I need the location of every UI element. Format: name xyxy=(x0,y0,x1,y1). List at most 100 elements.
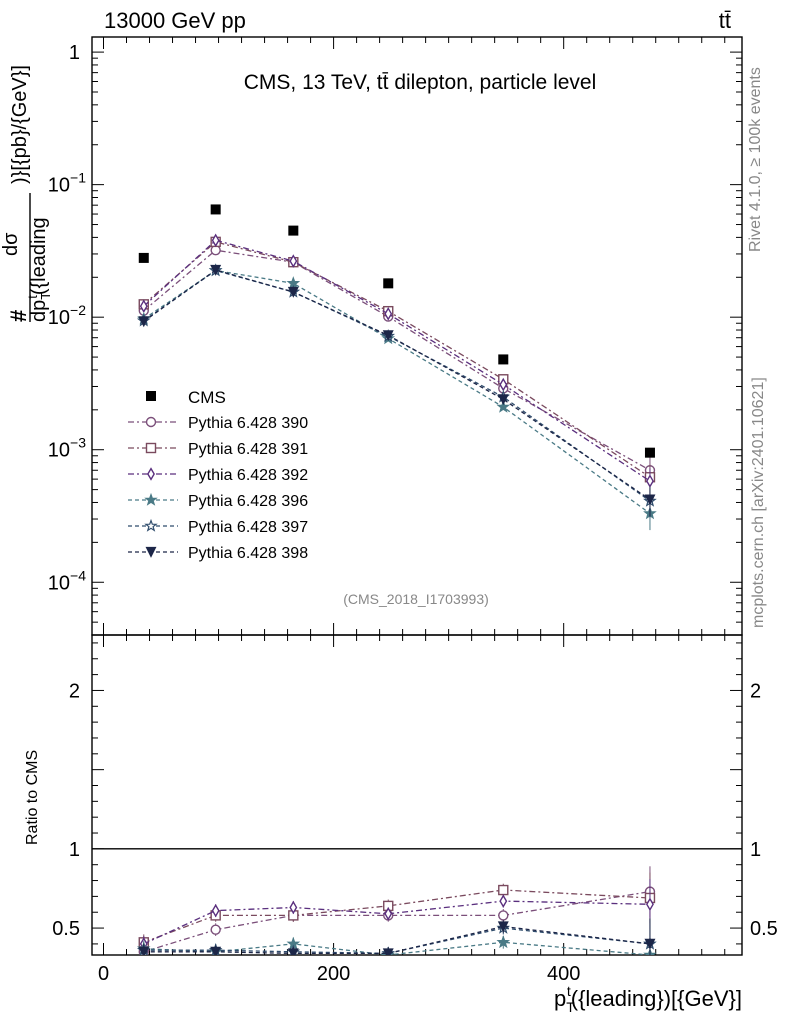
series-point xyxy=(646,474,654,488)
ratio-point xyxy=(499,894,508,908)
series-point xyxy=(496,399,511,413)
ratio-point xyxy=(211,903,220,918)
ratio-line xyxy=(143,890,651,953)
ylabel-denominator: dpTt({leading xyxy=(25,217,53,322)
xlabel-rest: ({leading})[{GeV}] xyxy=(571,986,742,1011)
marker-shape xyxy=(644,494,656,506)
legend-marker xyxy=(147,467,155,481)
legend-marker xyxy=(145,416,157,428)
legend-entry-6: Pythia 6.428 398 xyxy=(128,545,308,562)
legend-label-cms: CMS xyxy=(188,388,226,407)
x-tick-label: 0 xyxy=(98,963,109,985)
marker-shape xyxy=(210,264,222,276)
ylabel-sub: T xyxy=(38,292,53,300)
marker-shape xyxy=(384,307,393,321)
ratio-point xyxy=(210,946,222,955)
series-point xyxy=(287,286,299,298)
marker-shape xyxy=(210,204,221,215)
marker-shape xyxy=(497,394,509,406)
ratio-point xyxy=(289,900,298,915)
marker-shape xyxy=(138,946,150,955)
ylabel-dp: dp xyxy=(28,300,50,322)
legend-marker xyxy=(144,492,158,506)
xlabel-sup: t xyxy=(567,983,571,999)
series-line xyxy=(143,239,651,482)
series-3 xyxy=(139,233,654,498)
marker-shape xyxy=(210,924,221,935)
legend-entry-2: Pythia 6.428 391 xyxy=(128,441,308,458)
legend-label: Pythia 6.428 392 xyxy=(188,467,308,484)
ylabel-numerator: dσ xyxy=(0,232,22,256)
ratio-point xyxy=(384,907,393,921)
marker-shape xyxy=(145,546,157,558)
analysis-tag: (CMS_2018_I1703993) xyxy=(343,591,489,607)
series-point xyxy=(497,394,509,406)
marker-shape xyxy=(646,474,654,488)
y-tick-label: 10−2 xyxy=(48,302,86,329)
cms-point xyxy=(383,278,394,289)
legend-entry-4: Pythia 6.428 396 xyxy=(128,492,308,510)
marker-shape xyxy=(138,316,150,328)
ratio-point xyxy=(498,884,509,896)
ratio-series-6 xyxy=(138,918,656,955)
ratio-tick-label: 2 xyxy=(69,680,80,702)
series-point xyxy=(382,330,394,342)
y-tick-label: 1 xyxy=(69,42,80,64)
y-tick-label: 10−3 xyxy=(48,435,86,462)
cms-point xyxy=(138,252,149,263)
ylabel-unit: )}[{pb}/{GeV}] xyxy=(9,65,31,184)
marker-shape xyxy=(210,946,222,955)
cms-data xyxy=(138,204,655,458)
x-tick-label: 200 xyxy=(317,963,350,985)
legend-label: Pythia 6.428 391 xyxy=(188,441,308,458)
ratio-tick-label-right: 2 xyxy=(750,680,761,702)
ratio-point xyxy=(138,946,150,955)
xlabel-p: p xyxy=(554,986,566,1011)
ratio-line xyxy=(143,927,651,955)
series-line xyxy=(143,269,651,501)
legend: CMS Pythia 6.428 390 Pythia 6.428 391 Pythi… xyxy=(128,388,308,562)
series-line xyxy=(143,241,651,478)
ylabel-rest: ({leading xyxy=(28,217,50,295)
marker-shape xyxy=(646,897,654,912)
marker-shape xyxy=(145,442,157,454)
xlabel-sub: T xyxy=(566,999,575,1015)
legend-marker xyxy=(145,442,157,454)
ratio-point xyxy=(287,948,299,955)
series-layer xyxy=(136,204,657,955)
ylabel-hash: # xyxy=(6,310,31,322)
ratio-point xyxy=(646,897,654,912)
ratio-point xyxy=(382,948,394,955)
series-point xyxy=(289,254,298,268)
marker-shape xyxy=(146,391,156,401)
y-tick-label: 10−4 xyxy=(48,567,86,594)
marker-shape xyxy=(382,948,394,955)
ratio-plot-frame xyxy=(91,634,743,956)
ratio-point xyxy=(644,938,656,950)
marker-shape xyxy=(287,286,299,298)
y-axis-label: # dσ dpTt({leading )}[{pb}/{GeV}] xyxy=(0,65,53,322)
marker-shape xyxy=(496,935,511,949)
legend-entry-1: Pythia 6.428 390 xyxy=(128,415,308,432)
series-point xyxy=(210,264,222,276)
legend-label: Pythia 6.428 397 xyxy=(188,519,308,536)
marker-shape xyxy=(644,938,656,950)
legend-entry-5: Pythia 6.428 397 xyxy=(128,518,308,536)
x-tick-label: 400 xyxy=(547,963,580,985)
series-point xyxy=(139,299,148,313)
legend-label: Pythia 6.428 390 xyxy=(188,415,308,432)
series-6 xyxy=(138,264,656,517)
marker-shape xyxy=(382,330,394,342)
mcplots-label: mcplots.cern.ch [arXiv:2401.10621] xyxy=(750,377,767,628)
legend-label: Pythia 6.428 396 xyxy=(188,493,308,510)
marker-shape xyxy=(139,299,148,313)
marker-shape xyxy=(289,254,298,268)
marker-shape xyxy=(498,354,509,365)
marker-shape xyxy=(211,903,220,918)
marker-shape xyxy=(147,467,155,481)
marker-shape xyxy=(498,910,509,921)
legend-entry-3: Pythia 6.428 392 xyxy=(128,467,308,484)
series-point xyxy=(138,316,150,328)
series-point xyxy=(211,233,220,248)
